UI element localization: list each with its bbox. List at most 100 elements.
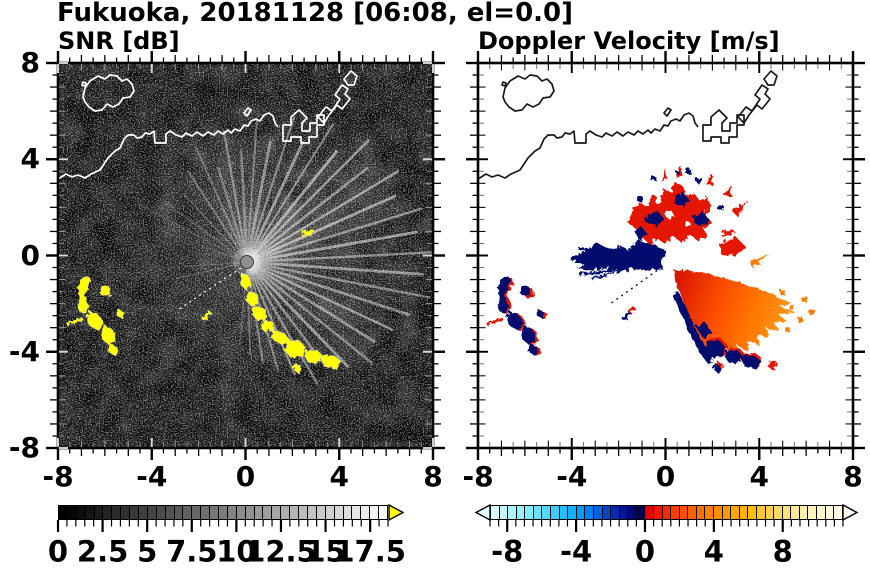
snr-colorbar-block [334, 506, 344, 519]
snr-colorbar-block [192, 506, 202, 519]
doppler-colorbar-tick-label: -8 [491, 534, 524, 569]
x-tick-label: 4 [749, 460, 769, 493]
doppler-colorbar-block [585, 506, 594, 519]
snr-colorbar-block [316, 506, 326, 519]
snr-colorbar-block [121, 506, 131, 519]
doppler-panel-title: Doppler Velocity [m/s] [478, 27, 780, 55]
doppler-colorbar-block [491, 506, 500, 519]
snr-colorbar-tick-label: 7.5 [166, 534, 218, 569]
x-tick-label: 8 [843, 460, 863, 493]
snr-panel-title: SNR [dB] [58, 27, 180, 55]
doppler-map-svg [466, 51, 865, 460]
snr-colorbar-block [325, 506, 335, 519]
y-tick-label: -8 [8, 431, 40, 464]
snr-colorbar-block [210, 506, 220, 519]
snr-radial-streaks [135, 116, 433, 385]
snr-colorbar-block [379, 506, 387, 519]
doppler-colorbar-block [825, 506, 835, 519]
x-tick-label: 0 [655, 460, 676, 493]
doppler-radar-site-hole [661, 256, 673, 268]
doppler-colorbar-block [568, 506, 577, 519]
snr-colorbar-block [254, 506, 264, 519]
doppler-colorbar-under-arrow [474, 503, 491, 522]
snr-colorbar-block [281, 506, 291, 519]
doppler-axis-ticks [466, 51, 865, 460]
snr-colorbar-block [227, 506, 237, 519]
snr-dotted-beam [175, 267, 242, 312]
doppler-dotted-beam [609, 266, 663, 305]
x-tick-label: 0 [235, 460, 256, 493]
doppler-colorbar-block [551, 506, 560, 519]
snr-colorbar-block [352, 506, 362, 519]
doppler-colorbar-block [679, 506, 689, 519]
snr-colorbar-tick-label: 5 [137, 534, 158, 569]
snr-colorbar-block [183, 506, 193, 519]
doppler-colorbar-block [774, 506, 783, 519]
doppler-colorbar-block [602, 506, 612, 519]
doppler-colorbar-block [662, 506, 672, 519]
doppler-colorbar-block [765, 506, 775, 519]
doppler-colorbar-block [499, 506, 509, 519]
snr-colorbar-block [174, 506, 184, 519]
doppler-colorbar-block [731, 506, 740, 519]
x-tick-label: 8 [423, 460, 443, 493]
snr-colorbar-block [263, 506, 273, 519]
doppler-colorbar-block [739, 506, 749, 519]
snr-map-panel [46, 51, 445, 460]
snr-colorbar-block [370, 506, 380, 519]
doppler-colorbar-block [576, 506, 586, 519]
doppler-map-panel [466, 51, 865, 460]
snr-colorbar-block [156, 506, 166, 519]
snr-colorbar-block [219, 506, 228, 519]
x-tick-label: -4 [136, 460, 168, 493]
doppler-colorbar-block [636, 506, 646, 519]
snr-colorbar-block [272, 506, 282, 519]
snr-axis-ticks [46, 51, 445, 460]
snr-colorbar-tick-label: 10 [216, 534, 257, 569]
doppler-colorbar-block [791, 506, 800, 519]
snr-colorbar-block [201, 506, 211, 519]
snr-colorbar-block [290, 506, 300, 519]
doppler-colorbar-block [593, 506, 603, 519]
doppler-colorbar-block [834, 506, 842, 519]
snr-colorbar-block [94, 506, 104, 519]
snr-colorbar-block [299, 506, 308, 519]
x-tick-label: 4 [329, 460, 349, 493]
doppler-colorbar-block [653, 506, 663, 519]
x-tick-label: -8 [42, 460, 74, 493]
x-tick-label: -4 [556, 460, 588, 493]
snr-colorbar-block [103, 506, 113, 519]
snr-colorbar-block [361, 506, 371, 519]
doppler-colorbar-tick-label: 4 [703, 534, 724, 569]
snr-colorbar-block [236, 506, 246, 519]
doppler-velocity-field [485, 163, 813, 372]
figure-title: Fukuoka, 20181128 [06:08, el=0.0] [57, 0, 574, 28]
snr-colorbar-block [85, 506, 95, 519]
snr-radar-site-disk [240, 255, 254, 269]
x-tick-label: -8 [462, 460, 494, 493]
doppler-colorbar-block [714, 506, 723, 519]
snr-colorbar-block [245, 506, 255, 519]
doppler-colorbar-tick-label: 8 [772, 534, 793, 569]
y-tick-label: 0 [20, 238, 40, 272]
doppler-colorbar-block [508, 506, 517, 519]
snr-colorbar-block [130, 506, 140, 519]
snr-colorbar-block [343, 506, 353, 519]
doppler-colorbar-block [688, 506, 697, 519]
doppler-colorbar-block [756, 506, 766, 519]
snr-colorbar-block [67, 506, 77, 519]
doppler-colorbar-over-arrow [842, 503, 859, 522]
snr-colorbar-tick-label: 12.5 [245, 534, 317, 569]
snr-colorbar-tick-label: 0 [47, 534, 69, 569]
snr-map-svg [46, 51, 445, 460]
doppler-colorbar-block [516, 506, 526, 519]
doppler-background [478, 63, 853, 448]
doppler-colorbar-block [799, 506, 809, 519]
doppler-colorbar-block [705, 506, 715, 519]
doppler-colorbar-block [559, 506, 569, 519]
doppler-colorbar-block [645, 506, 654, 519]
doppler-colorbar-block [611, 506, 620, 519]
doppler-colorbar-block [722, 506, 732, 519]
snr-colorbar-block [59, 506, 68, 519]
